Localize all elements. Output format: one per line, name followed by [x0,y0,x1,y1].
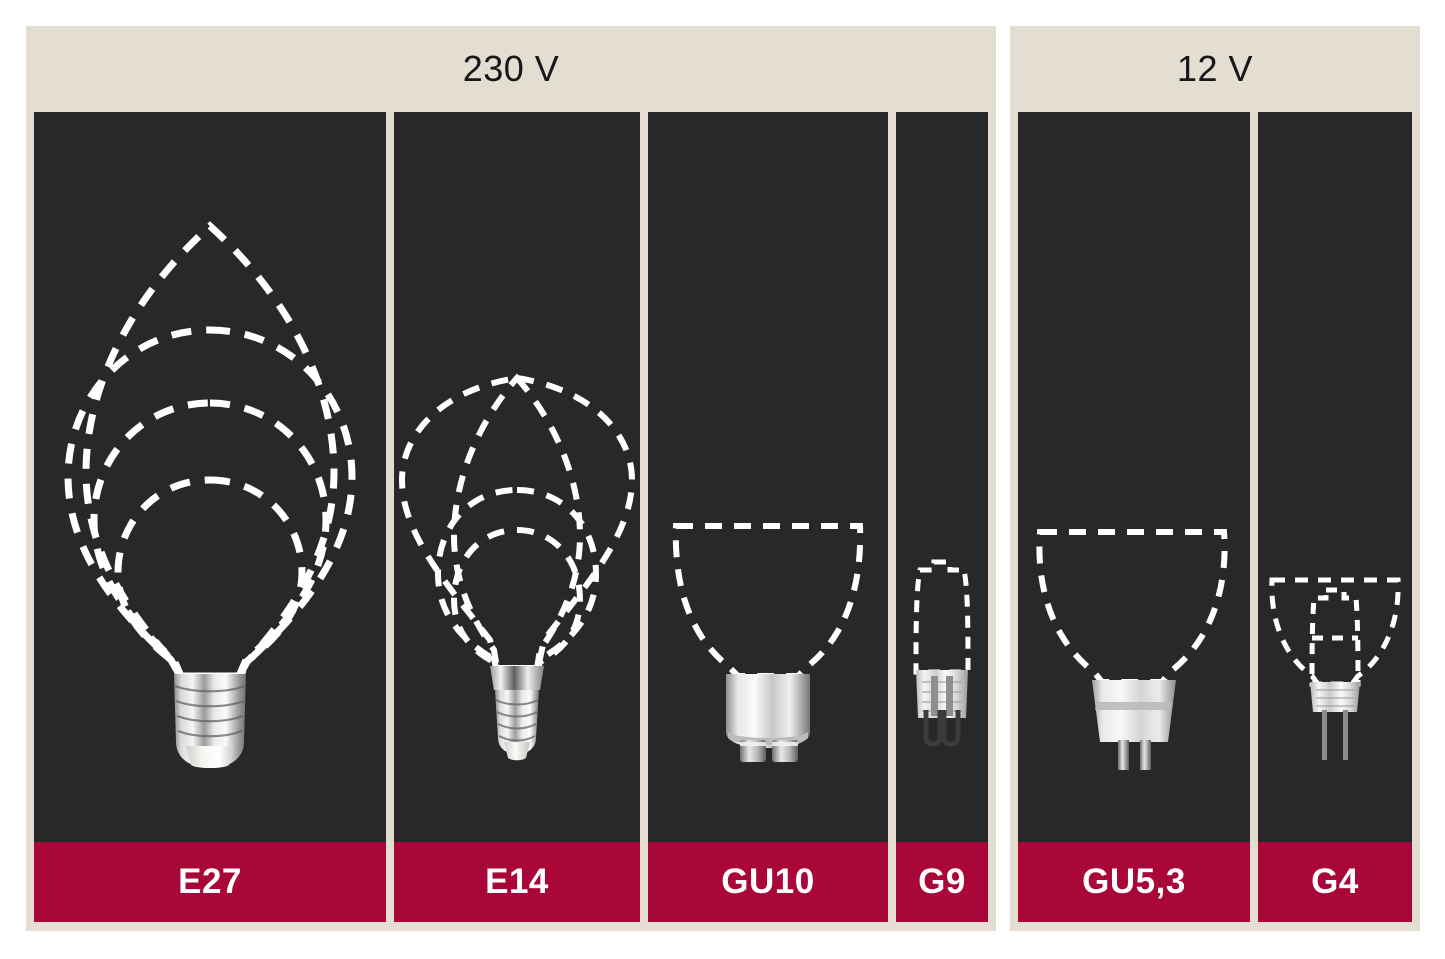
group-title-12v: 12 V [1176,48,1254,89]
outline-candle-tall [450,373,584,671]
outline-a60 [114,476,306,680]
bulb-outlines-e14 [398,373,636,761]
bulb-illustration-g4 [1258,112,1412,770]
socket-artwork-area-g9 [896,112,988,842]
outline-candle-wide [398,374,636,671]
outline-mr16 [1036,529,1228,685]
socket-base-g4 [1310,682,1360,760]
socket-artwork-area-gu53 [1018,112,1250,842]
socket-label-gu10: GU10 [648,842,888,922]
bulb-illustration-g9 [896,112,988,770]
socket-artwork-area-g4 [1258,112,1412,842]
outline-reflector-g4 [1269,577,1401,687]
bulb-illustration-gu10 [648,112,888,770]
socket-artwork-area-e27 [34,112,386,842]
socket-label-e27: E27 [34,842,386,922]
bulb-outlines-g4 [1269,577,1401,760]
socket-label-e14: E14 [394,842,640,922]
socket-label-gu53: GU5,3 [1018,842,1250,922]
outline-drop-small [450,526,584,671]
outline-a60-large [90,399,330,680]
socket-label-g9: G9 [896,842,988,922]
socket-column-g4[interactable]: 4 mm G4 [1258,112,1412,922]
bulb-outlines-g9 [913,559,971,747]
socket-column-e27[interactable]: 27 mm E27 [34,112,386,922]
socket-column-gu10[interactable]: 10 mm GU10 [648,112,888,922]
socket-base-e27 [174,674,246,768]
socket-label-g4: G4 [1258,842,1412,922]
socket-artwork-area-gu10 [648,112,888,842]
socket-column-e14[interactable]: 14 mm E14 [394,112,640,922]
bulb-illustration-e27 [34,112,386,770]
voltage-group-12v: 12 V [1010,26,1420,931]
bulb-outlines-e27 [64,221,356,768]
bulb-outlines-gu53 [1036,529,1228,770]
bulb-outlines-gu10 [672,523,864,762]
voltage-group-230v: 230 V [26,26,996,931]
socket-base-e14 [490,666,544,761]
outline-capsule-g9 [913,559,971,675]
bulb-illustration-gu53 [1018,112,1250,770]
socket-column-gu53[interactable]: 5,3 mm GU5,3 [1018,112,1250,922]
socket-base-g9 [916,670,968,747]
outline-par16 [672,523,864,679]
group-title-230v: 230 V [462,48,560,89]
socket-base-gu53 [1092,680,1176,770]
outline-g125 [64,326,356,680]
socket-base-gu10 [726,674,810,762]
socket-column-g9[interactable]: 9 mm G9 [896,112,988,922]
bulb-illustration-e14 [394,112,640,770]
socket-artwork-area-e14 [394,112,640,842]
